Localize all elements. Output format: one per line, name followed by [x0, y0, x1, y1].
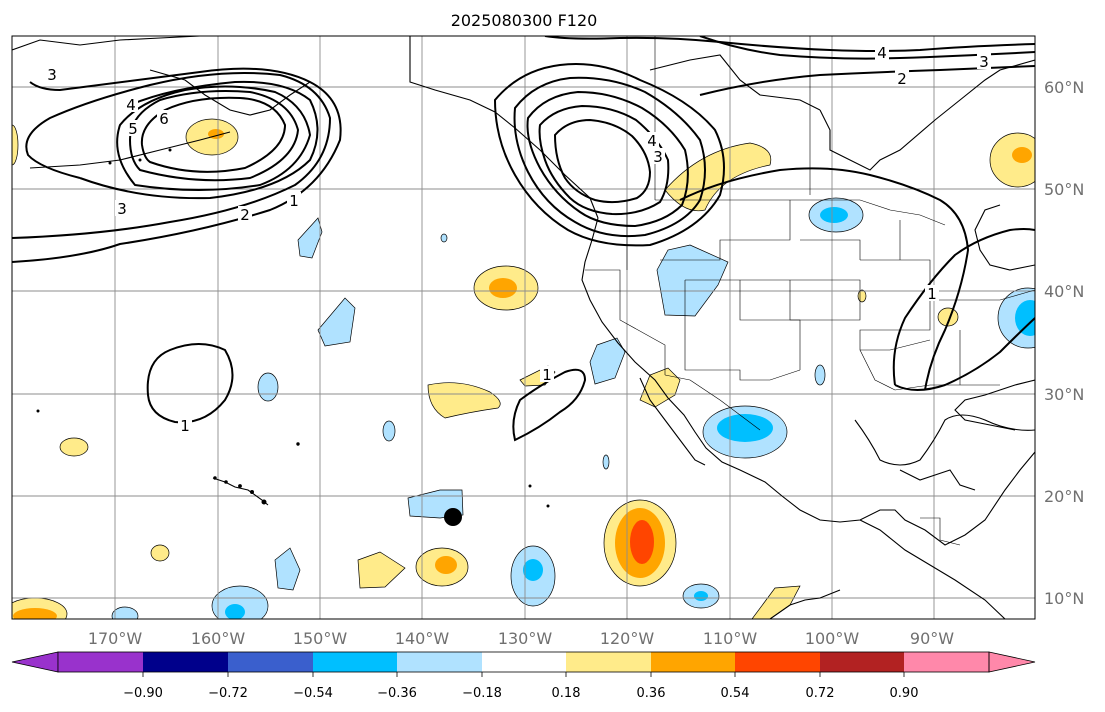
lon-label: 120°W: [600, 629, 655, 648]
latitude-labels: 60°N 50°N 40°N 30°N 20°N 10°N: [1044, 78, 1084, 608]
colorbar-segment: [143, 652, 228, 672]
colorbar-tick: −0.36: [377, 686, 417, 701]
lon-label: 90°W: [910, 629, 954, 648]
longitude-labels: 170°W 160°W 150°W 140°W 130°W 120°W 110°…: [88, 629, 954, 648]
colorbar-segment: [58, 652, 143, 672]
lon-label: 130°W: [498, 629, 553, 648]
colorbar-segment: [735, 652, 820, 672]
contour-label: 1: [180, 417, 190, 435]
contour-label: 4: [126, 96, 136, 114]
lon-label: 150°W: [293, 629, 348, 648]
contour-label: 5: [128, 120, 138, 138]
lon-label: 110°W: [703, 629, 758, 648]
lat-label: 50°N: [1044, 180, 1084, 199]
contour-label: 4: [647, 132, 657, 150]
islands: [36, 148, 550, 508]
contour-label: 2: [897, 70, 907, 88]
colorbar-extend-max: [988, 651, 1036, 673]
colorbar-segment: [397, 652, 482, 672]
colorbar-tick: 0.36: [637, 686, 666, 701]
colorbar-segment: [820, 652, 904, 672]
colorbar-tick: 0.72: [806, 686, 835, 701]
colorbar-segment: [482, 652, 566, 672]
lon-label: 170°W: [88, 629, 143, 648]
contour-label: 1: [289, 192, 299, 210]
map-frame: [11, 35, 1036, 620]
colorbar-tick: −0.72: [208, 686, 248, 701]
colorbar-segment: [228, 652, 313, 672]
colorbar-segment: [904, 652, 989, 672]
lat-label: 30°N: [1044, 385, 1084, 404]
colorbar-extend-min: [11, 651, 59, 673]
contour-label: 3: [47, 66, 57, 84]
coastlines: [12, 36, 1035, 619]
contour-label: 4: [877, 44, 887, 62]
colorbar-tick: 0.90: [890, 686, 919, 701]
colorbar-tick: −0.90: [123, 686, 163, 701]
lat-label: 60°N: [1044, 78, 1084, 97]
graticule: [12, 36, 1035, 619]
contour-label: 3: [117, 200, 127, 218]
contour-label-group: 3 4 5 6 3 2 1 1 1 1 4 3 4 3: [44, 44, 991, 435]
lat-label: 20°N: [1044, 487, 1084, 506]
lat-label: 40°N: [1044, 282, 1084, 301]
colorbar-segment: [566, 652, 651, 672]
anomaly-shading: [12, 118, 1035, 619]
contour-lines: [12, 36, 1035, 442]
lon-label: 140°W: [395, 629, 450, 648]
lat-label: 10°N: [1044, 589, 1084, 608]
colorbar-tick: −0.18: [462, 686, 502, 701]
map-area: 3 4 5 6 3 2 1 1 1 1 4 3 4 3: [12, 36, 1035, 619]
colorbar-tick: 0.54: [721, 686, 750, 701]
lon-label: 100°W: [805, 629, 860, 648]
political-borders: [585, 36, 1035, 546]
colorbar: −0.90 −0.72 −0.54 −0.36 −0.18 0.18 0.36 …: [11, 651, 1036, 701]
contour-label: 3: [979, 53, 989, 71]
colorbar-tick: 0.18: [552, 686, 581, 701]
lon-label: 160°W: [191, 629, 246, 648]
colorbar-tick: −0.54: [293, 686, 333, 701]
map-title: 2025080300 F120: [451, 11, 598, 30]
contour-label: 1: [542, 366, 552, 384]
contour-label: 1: [927, 285, 937, 303]
contour-label: 3: [653, 148, 663, 166]
contour-label: 6: [159, 110, 169, 128]
contour-label: 2: [240, 206, 250, 224]
colorbar-segment: [313, 652, 397, 672]
colorbar-segment: [651, 652, 735, 672]
storm-marker: [444, 508, 462, 526]
